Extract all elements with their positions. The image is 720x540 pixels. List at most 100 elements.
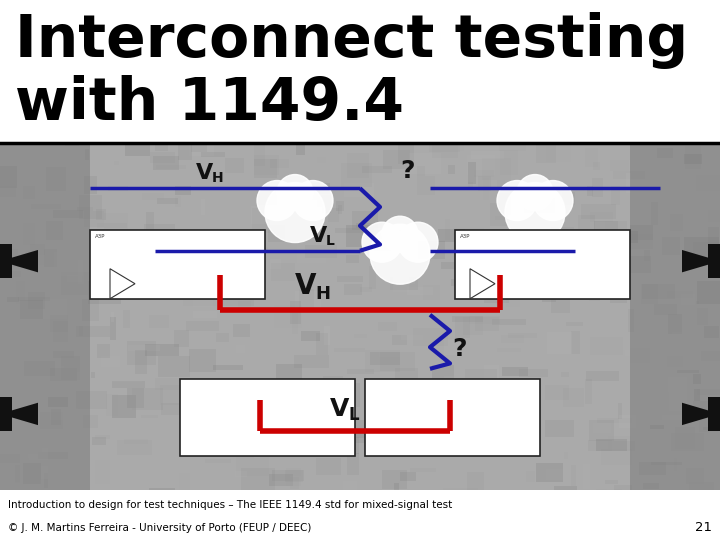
Bar [390,276,418,290]
Bar [330,429,365,438]
Bar [56,223,70,236]
Text: L: L [326,234,335,248]
Bar [127,341,156,365]
Bar [57,196,76,218]
Bar [703,326,719,338]
Bar [405,494,429,514]
Bar [179,473,190,491]
Bar [433,140,459,158]
Bar [198,242,216,252]
Bar [109,521,130,540]
Bar [343,481,357,491]
Bar [254,155,279,175]
Bar [574,461,598,481]
Bar [526,471,535,482]
Bar [55,230,58,235]
Text: Introduction to design for test techniques – The IEEE 1149.4 std for mixed-signa: Introduction to design for test techniqu… [8,500,452,510]
Bar [256,191,277,205]
Bar [264,386,271,388]
Bar [270,159,289,168]
Bar [58,438,66,444]
Bar [641,322,645,342]
Bar [132,387,158,410]
Bar [558,522,565,529]
Bar [611,441,635,451]
Bar [329,448,356,456]
Bar [524,198,555,213]
Bar [685,468,703,483]
Bar [567,322,582,326]
Bar [324,327,330,345]
Bar [122,260,141,267]
Bar [110,316,116,340]
Bar [590,337,623,355]
Bar [613,485,632,493]
Bar [181,240,199,251]
Bar [53,321,68,342]
Bar [0,186,16,197]
Bar [323,376,343,397]
Bar [106,394,117,416]
Bar [492,319,526,325]
Bar [589,288,600,301]
Bar [442,387,452,407]
Bar [561,372,569,377]
Bar [78,452,83,457]
Bar [506,299,521,307]
Bar [19,300,43,319]
Bar [380,352,415,372]
Bar [146,212,153,229]
Bar [60,366,64,381]
Bar [605,480,618,484]
Bar [111,312,114,322]
Bar [484,365,499,380]
Bar [222,284,253,306]
Bar [1,138,6,149]
Bar [290,476,301,487]
Circle shape [277,174,313,211]
Bar [84,212,104,227]
Bar [294,354,329,368]
Bar [623,403,652,418]
Bar [366,349,400,372]
Bar [256,502,272,507]
Bar [429,404,433,422]
Bar [175,509,207,518]
Bar [114,507,118,531]
Bar [264,403,290,409]
Bar [70,373,102,391]
Bar [274,305,302,328]
Bar [500,471,534,477]
Bar [662,238,680,255]
Bar [685,237,719,258]
Circle shape [505,183,565,242]
Bar [216,333,228,342]
Bar [0,454,20,463]
Bar [459,344,483,363]
Bar [423,373,433,390]
Bar [584,523,591,540]
Bar [156,378,186,390]
Bar [643,490,654,497]
Bar [28,448,48,460]
Bar [467,155,495,176]
Bar [251,207,281,233]
Bar [84,176,97,194]
Bar [285,438,291,447]
Bar [124,439,148,444]
Bar [585,147,598,167]
Bar [533,231,566,251]
Bar [708,210,720,222]
Bar [233,323,251,337]
Bar [408,280,415,284]
Circle shape [362,222,402,262]
Bar [178,140,192,160]
Bar [293,530,325,535]
Bar [541,291,556,302]
Bar [286,433,301,441]
Bar [90,238,99,244]
Bar [660,518,682,540]
Bar [160,386,189,406]
Bar [324,527,351,532]
Bar [530,513,563,521]
